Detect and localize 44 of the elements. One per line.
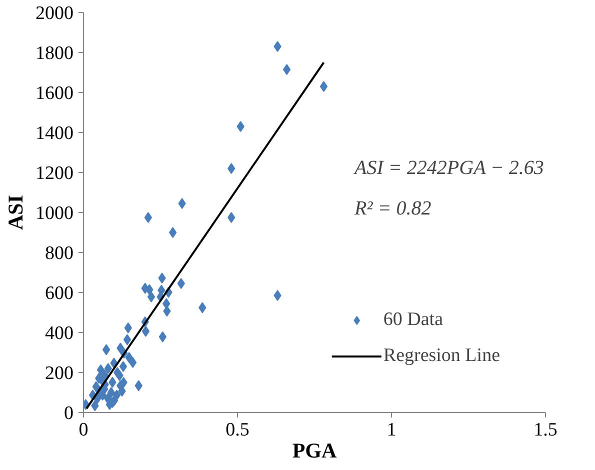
point [107,387,116,398]
point [123,334,132,346]
y-tick-label: 1600 [36,83,74,104]
legend-label: Regresion Line [383,345,500,367]
y-tick-label: 1200 [36,163,74,184]
point [228,212,236,223]
y-tick-label: 1800 [36,43,74,64]
point [236,121,244,132]
point [147,291,156,302]
point [128,357,137,368]
y-tick-label: 400 [45,323,74,344]
y-tick-label: 0 [64,403,74,424]
y-axis-title: ASI [4,194,28,230]
annotation: ASI = 2242PGA − 2.63 [352,157,544,180]
point [119,361,128,372]
point [142,326,150,337]
point [114,367,122,378]
point [104,363,112,374]
point [178,198,186,209]
point [320,81,328,92]
y-tick-label: 2000 [36,3,74,24]
x-tick-label: 1.5 [534,420,558,440]
y-tick-label: 600 [45,283,74,304]
x-tick-label: 0 [78,420,88,440]
point [120,377,128,388]
point [228,163,236,174]
point [274,290,282,301]
point [177,278,185,289]
y-tick-label: 800 [45,243,74,264]
y-tick-label: 200 [45,363,74,384]
x-axis-title: PGA [292,438,338,462]
point [102,344,110,356]
point [125,352,133,363]
y-tick-label: 1400 [36,123,74,144]
legend-label: 60 Data [383,309,444,331]
x-tick-label: 1 [386,420,396,440]
point [96,364,105,376]
point [144,212,152,223]
point [282,64,291,75]
point [168,227,177,238]
point [274,41,282,52]
x-tick-label: 0.5 [226,420,250,440]
y-tick-label: 1000 [36,203,74,224]
annotation: R² = 0.82 [354,198,432,220]
